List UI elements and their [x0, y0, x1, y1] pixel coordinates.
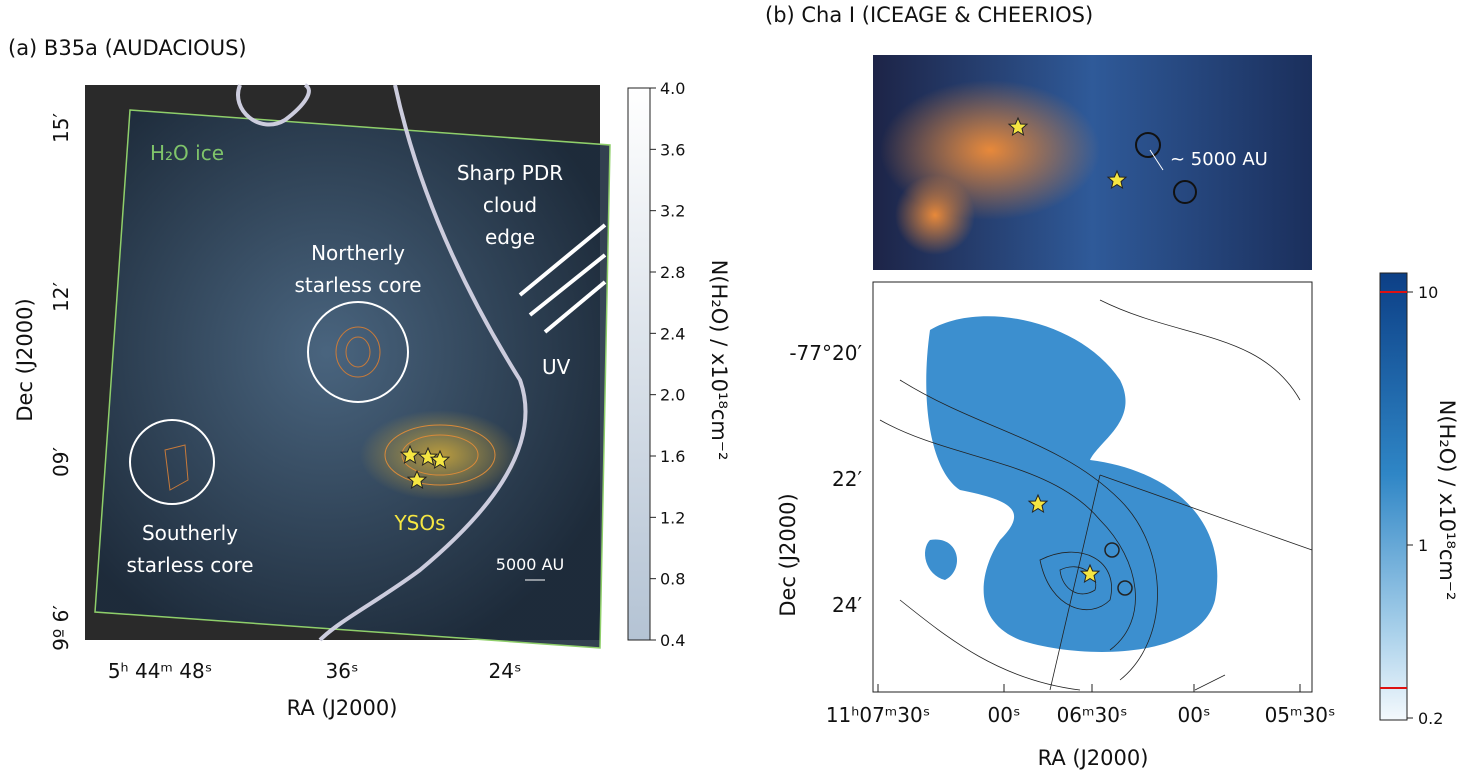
colorbar-tick-label: 0.8 [660, 570, 685, 589]
label: Sharp PDR [457, 161, 563, 185]
figure: (a) B35a (AUDACIOUS) H₂O ice Sharp PDR c… [0, 0, 1469, 776]
colorbar-tick-label: 0.2 [1418, 709, 1443, 728]
panel-title: (b) Cha I (ICEAGE & CHEERIOS) [765, 3, 1093, 27]
colorbar-tick-label: 1.2 [660, 508, 685, 527]
colorbar-tick-label: 1.6 [660, 447, 685, 466]
colorbar [1380, 273, 1407, 720]
label: YSOs [393, 511, 445, 535]
label: UV [542, 355, 571, 379]
colorbar-tick-label: 3.6 [660, 140, 685, 159]
x-tick-label: 00ˢ [988, 703, 1021, 727]
label: starless core [126, 553, 253, 577]
x-tick-label: 5ʰ 44ᵐ 48ˢ [108, 659, 212, 683]
colorbar-tick-label: 10 [1418, 283, 1438, 302]
y-tick-label: -77°20′ [789, 341, 862, 365]
label: Southerly [142, 521, 238, 545]
colorbar-tick-label: 2.8 [660, 263, 685, 282]
panel-title: (a) B35a (AUDACIOUS) [8, 36, 247, 60]
label: 5000 AU [496, 555, 564, 574]
y-tick-label: 15′ [49, 113, 73, 143]
colorbar-tick-label: 4.0 [660, 79, 685, 98]
y-axis-label: Dec (J2000) [13, 298, 37, 421]
x-tick-label: 05ᵐ30ˢ [1265, 703, 1336, 727]
x-axis-label: RA (J2000) [287, 696, 398, 720]
y-tick-label: 22′ [832, 467, 862, 491]
y-axis-label: Dec (J2000) [776, 493, 800, 616]
colorbar-tick-label: 3.2 [660, 202, 685, 221]
label: Northerly [311, 241, 405, 265]
y-tick-label: 9º 6′ [49, 605, 73, 651]
x-axis-label: RA (J2000) [1038, 746, 1149, 770]
x-tick-label: 36ˢ [326, 659, 359, 683]
colorbar-label: N(H₂O) / x10¹⁸cm⁻² [1435, 400, 1459, 601]
label: cloud [483, 193, 537, 217]
colorbar-label: N(H₂O) / x10¹⁸cm⁻² [707, 260, 731, 461]
y-tick-label: 12′ [49, 282, 73, 312]
label: ~ 5000 AU [1170, 149, 1268, 170]
colorbar [628, 88, 650, 640]
x-tick-label: 11ʰ07ᵐ30ˢ [826, 703, 930, 727]
colorbar-tick-label: 0.4 [660, 631, 685, 650]
label: edge [485, 225, 535, 249]
y-tick-label: 24′ [832, 593, 862, 617]
colorbar-tick-label: 2.0 [660, 386, 685, 405]
label: starless core [294, 273, 421, 297]
x-tick-label: 00ˢ [1178, 703, 1211, 727]
label: H₂O ice [150, 141, 224, 165]
colorbar-tick-label: 1 [1418, 536, 1428, 555]
y-tick-label: 09′ [49, 447, 73, 477]
star-glow [895, 175, 975, 255]
x-tick-label: 24ˢ [489, 659, 522, 683]
x-tick-label: 06ᵐ30ˢ [1057, 703, 1128, 727]
colorbar-tick-label: 2.4 [660, 324, 685, 343]
